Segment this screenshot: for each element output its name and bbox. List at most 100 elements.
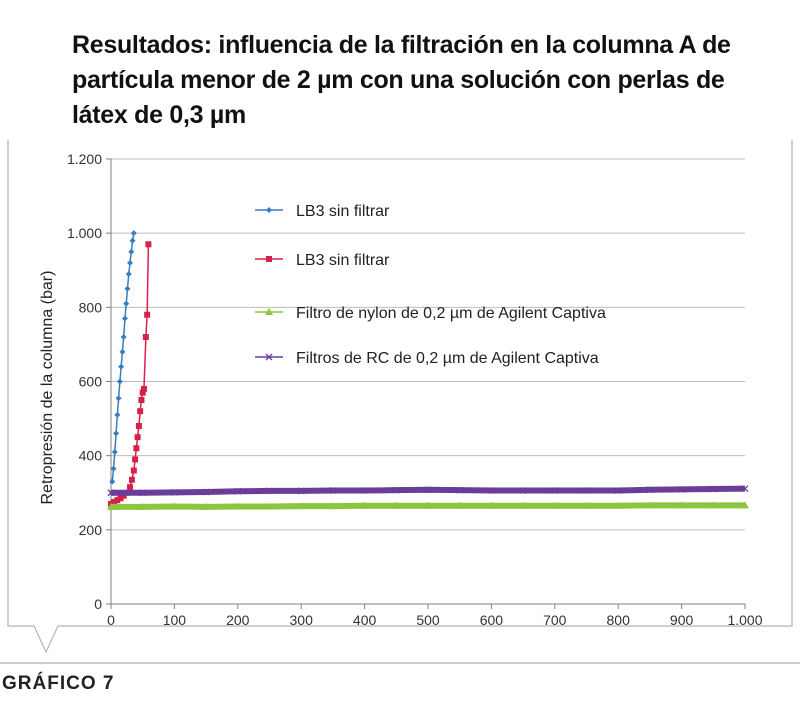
data-point (114, 497, 121, 504)
data-point (130, 230, 137, 237)
chart-title: Resultados: influencia de la filtración … (72, 31, 731, 129)
series-1 (109, 230, 137, 485)
data-point (583, 487, 590, 494)
data-point (392, 486, 400, 494)
data-point (551, 487, 559, 494)
figure-frame (7, 140, 793, 654)
data-point (582, 501, 591, 509)
data-point (202, 502, 211, 510)
data-point (128, 248, 135, 255)
data-point (519, 487, 527, 494)
legend-marker (266, 207, 272, 213)
data-point (265, 502, 274, 510)
x-tick-label: 300 (290, 612, 314, 628)
data-point (120, 334, 127, 340)
data-point (138, 502, 147, 510)
data-point (130, 467, 137, 474)
data-point (487, 501, 496, 509)
data-point (114, 411, 121, 418)
data-point (123, 300, 130, 307)
x-tick-label: 100 (163, 612, 187, 628)
data-point (392, 501, 401, 509)
x-tick-label: 400 (353, 612, 377, 628)
data-point (128, 476, 135, 483)
data-point (133, 445, 140, 452)
data-point (550, 501, 559, 509)
data-point (119, 348, 126, 355)
x-tick-label: 500 (416, 612, 440, 628)
data-point (487, 487, 495, 494)
data-point (614, 501, 623, 509)
series-3 (107, 501, 749, 510)
data-point (139, 389, 146, 396)
data-point (709, 485, 717, 493)
data-point (709, 501, 718, 509)
data-point (145, 241, 152, 248)
data-point (139, 489, 147, 497)
data-point (456, 486, 464, 494)
data-point (107, 502, 115, 510)
x-tick-label: 0 (107, 612, 115, 628)
series-4 (107, 485, 749, 497)
data-point (741, 501, 749, 509)
y-tick-label: 400 (79, 448, 103, 464)
data-point (455, 501, 464, 509)
data-point (110, 465, 117, 472)
y-tick-label: 800 (79, 299, 103, 315)
data-point (118, 363, 125, 370)
data-point (424, 486, 432, 494)
x-tick-label: 700 (543, 612, 567, 628)
data-point (107, 489, 115, 497)
data-point (170, 502, 179, 510)
data-point (127, 259, 134, 266)
data-point (202, 488, 210, 496)
y-axis-label: Retropresión de la columna (bar) (39, 271, 56, 505)
data-point (137, 408, 144, 415)
data-point (424, 501, 432, 509)
legend-label: Filtro de nylon de 0,2 µm de Agilent Cap… (296, 305, 606, 322)
data-point (109, 478, 116, 485)
data-point (127, 484, 134, 491)
data-point (677, 501, 686, 509)
data-point (329, 487, 337, 494)
data-point (111, 499, 118, 506)
figure-caption: GRÁFICO 7 (2, 673, 115, 694)
data-point (135, 423, 142, 429)
legend-label: LB3 sin filtrar (296, 252, 390, 269)
data-point (140, 385, 147, 392)
x-tick-label: 900 (670, 612, 694, 628)
legend-marker (265, 308, 273, 315)
data-point (519, 501, 528, 509)
data-point (328, 502, 337, 510)
data-point (129, 237, 136, 244)
data-point (646, 486, 654, 494)
data-point (124, 285, 131, 292)
y-tick-label: 1.200 (67, 151, 102, 167)
data-point (144, 311, 151, 318)
y-tick-label: 200 (79, 522, 103, 538)
series-line (110, 244, 150, 505)
data-point (741, 485, 749, 493)
data-point (234, 487, 242, 495)
data-point (645, 501, 654, 509)
data-point (614, 487, 622, 494)
x-tick-label: 800 (607, 612, 631, 628)
data-point (113, 430, 120, 437)
data-point (297, 502, 306, 510)
legend-marker (266, 256, 272, 262)
legend: LB3 sin filtrar LB3 sin filtrar Filtro de … (255, 203, 606, 367)
x-tick-label: 1.000 (727, 612, 762, 628)
data-point (138, 397, 145, 404)
data-point (360, 501, 369, 509)
data-point (678, 485, 686, 493)
x-tick-label: 600 (480, 612, 504, 628)
y-tick-label: 600 (79, 374, 103, 390)
data-point (142, 334, 149, 340)
data-point (121, 315, 128, 322)
data-point (115, 395, 122, 402)
y-tick-label: 0 (94, 596, 102, 612)
data-point (361, 487, 369, 494)
data-point (111, 448, 118, 455)
data-point (266, 487, 273, 495)
